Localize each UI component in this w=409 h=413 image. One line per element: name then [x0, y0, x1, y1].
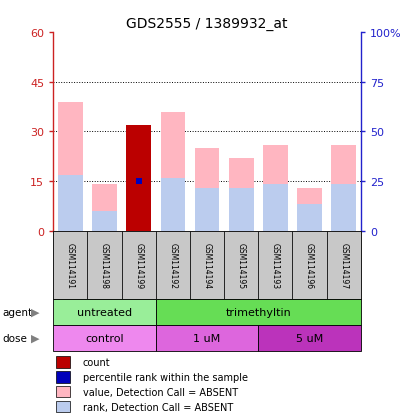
Bar — [126, 182, 151, 231]
Text: dose: dose — [2, 333, 27, 343]
Bar — [155, 231, 189, 299]
Bar — [56, 387, 70, 397]
Bar — [297, 188, 321, 231]
Bar — [330, 185, 355, 231]
Text: GSM114191: GSM114191 — [66, 242, 75, 288]
Text: control: control — [85, 333, 124, 343]
Text: GSM114198: GSM114198 — [100, 242, 109, 288]
Bar — [292, 231, 326, 299]
Bar — [53, 325, 155, 351]
Bar — [56, 401, 70, 412]
Bar — [160, 178, 185, 231]
Bar — [155, 299, 360, 325]
Bar — [92, 211, 117, 231]
Text: percentile rank within the sample: percentile rank within the sample — [82, 372, 247, 382]
Text: GSM114196: GSM114196 — [304, 242, 313, 288]
Text: GSM114193: GSM114193 — [270, 242, 279, 288]
Bar — [228, 188, 253, 231]
Bar — [258, 231, 292, 299]
Bar — [326, 231, 360, 299]
Text: count: count — [82, 357, 110, 367]
Text: rank, Detection Call = ABSENT: rank, Detection Call = ABSENT — [82, 402, 232, 412]
Bar — [126, 126, 151, 231]
Bar — [58, 175, 83, 231]
Text: ▶: ▶ — [31, 333, 39, 343]
Text: value, Detection Call = ABSENT: value, Detection Call = ABSENT — [82, 387, 237, 397]
Bar — [126, 182, 151, 231]
Text: GSM114199: GSM114199 — [134, 242, 143, 288]
Bar — [263, 185, 287, 231]
Bar — [87, 231, 121, 299]
Text: GSM114197: GSM114197 — [338, 242, 347, 288]
Bar — [224, 231, 258, 299]
Bar — [228, 159, 253, 231]
Bar — [53, 299, 155, 325]
Text: agent: agent — [2, 307, 32, 317]
Bar — [330, 145, 355, 231]
Bar — [58, 102, 83, 231]
Bar — [56, 372, 70, 382]
Bar — [121, 231, 155, 299]
Text: untreated: untreated — [77, 307, 132, 317]
Text: GSM114192: GSM114192 — [168, 242, 177, 288]
Text: GSM114194: GSM114194 — [202, 242, 211, 288]
Text: ▶: ▶ — [31, 307, 39, 317]
Bar — [194, 188, 219, 231]
Bar — [155, 325, 258, 351]
Text: GSM114195: GSM114195 — [236, 242, 245, 288]
Bar — [297, 205, 321, 231]
Bar — [194, 149, 219, 231]
Text: 5 uM: 5 uM — [295, 333, 322, 343]
Bar — [263, 145, 287, 231]
Bar — [92, 185, 117, 231]
Bar — [258, 325, 360, 351]
Text: trimethyltin: trimethyltin — [225, 307, 290, 317]
Text: 1 uM: 1 uM — [193, 333, 220, 343]
Bar — [189, 231, 224, 299]
Bar — [56, 357, 70, 368]
Bar — [53, 231, 87, 299]
Title: GDS2555 / 1389932_at: GDS2555 / 1389932_at — [126, 17, 287, 31]
Bar — [160, 112, 185, 231]
